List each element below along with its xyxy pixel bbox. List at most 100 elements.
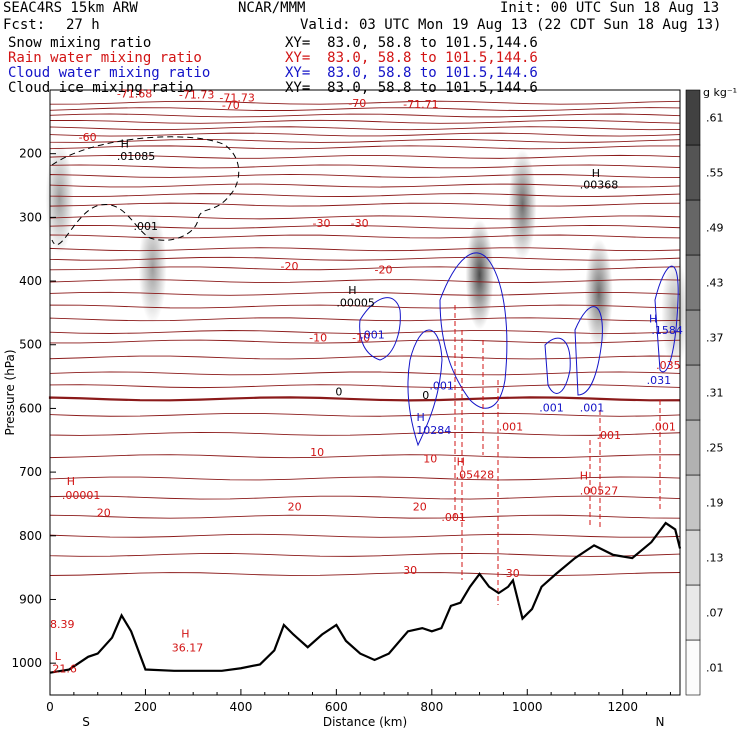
org-label: NCAR/MMM	[238, 0, 306, 16]
contour-label-27: H	[592, 167, 600, 180]
contour-label-8: -71.71	[403, 98, 438, 111]
isotherm-line-28	[49, 384, 681, 389]
y-tick-label-1: 300	[19, 210, 42, 224]
contour-label-42: .001	[441, 511, 466, 524]
colorbar-swatch-8	[685, 199, 701, 256]
snow-core-4	[584, 238, 613, 349]
init-time: Init: 00 UTC Sun 18 Aug 13	[500, 0, 720, 16]
field-name-snow: Snow mixing ratio	[8, 35, 152, 51]
snow-core-3	[508, 149, 537, 260]
field-xy-cloud-ice: XY= 83.0, 58.8 to 101.5,144.6	[285, 80, 538, 96]
forecast-label: Fcst:	[3, 17, 46, 33]
isotherm-line-23	[49, 317, 681, 322]
isotherm-line-10	[49, 174, 681, 178]
snow-core-5	[661, 257, 690, 368]
y-tick-label-6: 800	[19, 529, 42, 543]
field-name-rain: Rain water mixing ratio	[8, 50, 202, 66]
isotherm-line-24	[49, 330, 681, 334]
valid-time: Valid: 03 UTC Mon 19 Aug 13 (22 CDT Sun …	[300, 17, 722, 33]
y-tick-label-0: 200	[19, 147, 42, 161]
y-tick-label-2: 400	[19, 274, 42, 288]
terrain-line	[49, 521, 682, 674]
colorbar-swatch-5	[685, 364, 701, 421]
x-tick-label-5: 1000	[512, 700, 543, 714]
isotherm-line-14	[49, 215, 681, 220]
x-tick-label-0: 0	[46, 700, 54, 714]
colorbar-label-3: .19	[706, 497, 724, 510]
x-end-label-left: S	[82, 715, 90, 729]
contour-label-36: .1584	[651, 324, 683, 337]
colorbar-swatch-7	[685, 254, 701, 311]
contour-label-23: 30	[403, 564, 417, 577]
isotherm-line-33	[49, 476, 681, 481]
y-tick-label-3: 500	[19, 338, 42, 352]
contour-label-12: -20	[281, 260, 299, 273]
isotherm-line-8	[49, 154, 681, 159]
contour-label-2: .001	[134, 220, 159, 233]
isotherm-line-2	[49, 113, 681, 118]
contour-label-29: .001	[360, 328, 385, 341]
x-tick-label-4: 800	[420, 700, 443, 714]
field-xy-cloud-water: XY= 83.0, 58.8 to 101.5,144.6	[285, 65, 538, 81]
contour-label-10: -30	[313, 217, 331, 230]
colorbar-swatch-2	[685, 529, 701, 586]
isotherm-line-6	[49, 138, 681, 143]
field-name-cloud-water: Cloud water mixing ratio	[8, 65, 211, 81]
contour-label-46: .00527	[580, 484, 619, 497]
isotherm-line-3	[49, 119, 681, 124]
contour-label-28: .00368	[580, 179, 619, 192]
cloud-water-contour-4	[574, 306, 603, 396]
forecast-hour: 27 h	[66, 17, 100, 33]
contour-label-44: .05428	[456, 468, 495, 481]
contour-label-19: 10	[423, 453, 437, 466]
model-title: SEAC4RS 15km ARW	[3, 0, 138, 16]
colorbar-swatch-1	[685, 584, 701, 641]
contour-label-17: 0	[422, 389, 429, 402]
field-xy-rain: XY= 83.0, 58.8 to 101.5,144.6	[285, 50, 538, 66]
contour-label-33: .001	[539, 402, 564, 415]
contour-label-4: -71.73	[179, 88, 214, 101]
field-name-cloud-ice: Cloud ice mixing ratio	[8, 80, 194, 96]
isotherm-line-21	[49, 291, 681, 296]
cloud-water-contour-1	[359, 297, 401, 361]
isotherm-line-35	[49, 514, 681, 519]
isotherm-line-30	[49, 412, 681, 417]
contour-label-25: H	[348, 284, 356, 297]
field-xy-snow: XY= 83.0, 58.8 to 101.5,144.6	[285, 35, 538, 51]
contour-label-43: H	[457, 456, 465, 469]
x-tick-label-2: 400	[229, 700, 252, 714]
contour-label-1: .01085	[117, 150, 155, 163]
colorbar-label-1: .07	[706, 607, 724, 620]
isotherm-line-32	[49, 454, 681, 459]
cloud-water-contour-0	[439, 252, 508, 409]
colorbar-label-9: .55	[706, 167, 724, 180]
isotherm-line-15	[49, 224, 681, 229]
colorbar-swatch-4	[685, 419, 701, 476]
colorbar-swatch-9	[685, 144, 701, 201]
isotherm-line-20	[49, 279, 681, 283]
cloud-water-contour-3	[544, 337, 571, 394]
contour-label-39: .001	[499, 421, 524, 434]
colorbar-label-0: .01	[706, 662, 724, 675]
isotherm-line-17	[49, 247, 681, 252]
isotherm-line-22	[49, 304, 681, 309]
contour-label-30: .001	[429, 379, 454, 392]
contour-label-53: 21.6	[52, 663, 77, 676]
y-tick-label-4: 600	[19, 401, 42, 415]
isotherm-line-11	[49, 183, 681, 188]
contour-label-50: 36.17	[172, 642, 204, 655]
isotherm-line-5	[49, 132, 681, 137]
colorbar-swatch-0	[685, 639, 701, 696]
contour-label-51: 8.39	[50, 618, 75, 631]
contour-label-9: -60	[79, 131, 97, 144]
contour-label-40: .001	[596, 429, 621, 442]
contour-label-14: -10	[309, 332, 327, 345]
isotherm-line-0	[49, 100, 681, 105]
isotherm-line-9	[49, 164, 681, 169]
cloud-ice-contour	[51, 136, 240, 246]
isotherm-line-19	[49, 266, 681, 271]
contour-label-22: 20	[413, 500, 427, 513]
contour-label-3: -71.68	[117, 88, 152, 101]
contour-label-0: H	[121, 137, 129, 150]
